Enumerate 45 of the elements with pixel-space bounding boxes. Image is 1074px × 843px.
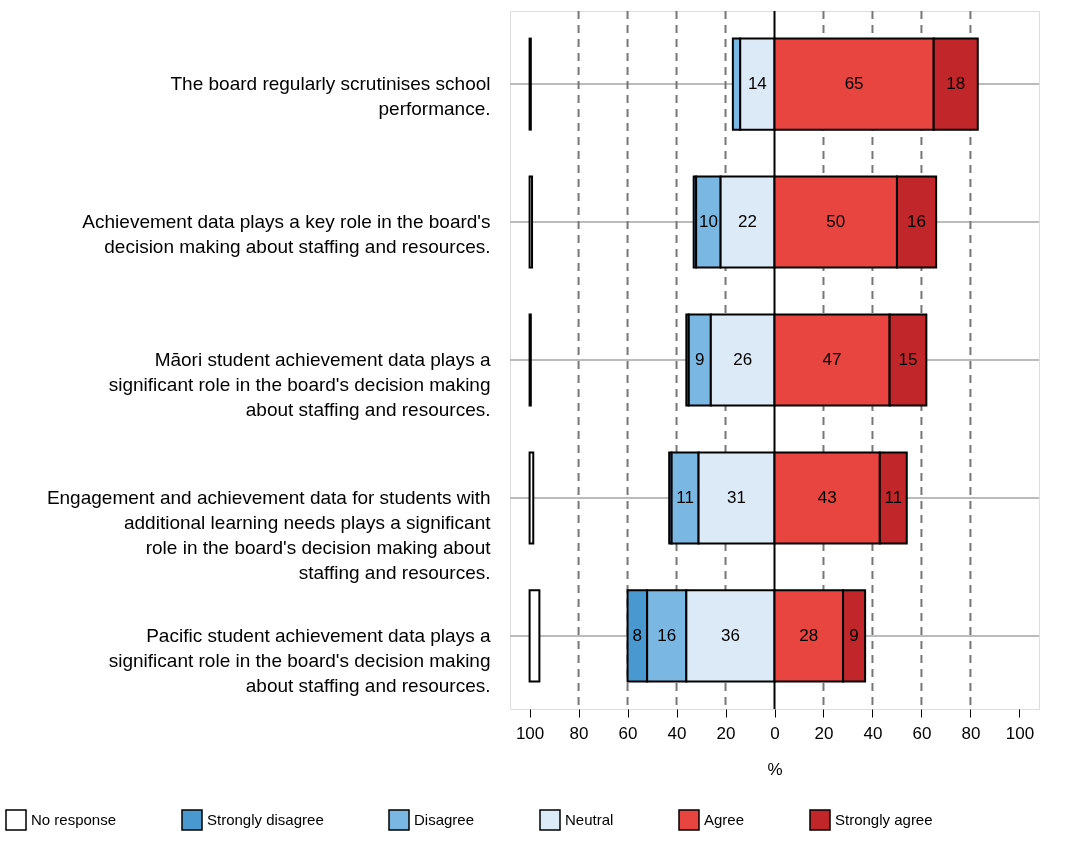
x-tick-label: 0 — [770, 723, 780, 743]
x-tick-label: 40 — [667, 723, 687, 743]
data-label: 65 — [844, 74, 864, 94]
y-tick-label: Pacific student achievement data plays a significant role in the board's decision making about staffing and resources. — [108, 624, 491, 696]
legend-label: Agree — [704, 811, 745, 828]
data-label: 14 — [747, 74, 767, 94]
data-label: 9 — [849, 625, 859, 645]
data-label: 8 — [632, 625, 643, 645]
data-label: 31 — [727, 487, 746, 507]
x-tick-label: 80 — [569, 723, 589, 743]
data-label: 22 — [738, 212, 758, 232]
data-label: 18 — [946, 74, 966, 94]
bar — [528, 589, 541, 683]
legend-label: Neutral — [565, 811, 614, 828]
legend-label: No response — [31, 811, 117, 828]
x-tick-label: 20 — [716, 723, 736, 743]
y-tick-label: Engagement and achievement data for students with additional learning needs plays a significant role in the board's decision making about staffing and resources. — [46, 486, 492, 583]
data-label: 10 — [698, 212, 718, 232]
x-tick-label: 60 — [618, 723, 638, 743]
data-label: 50 — [826, 212, 846, 232]
data-label: 11 — [884, 487, 903, 507]
data-label: 11 — [676, 487, 694, 507]
legend-label: Strongly agree — [835, 811, 933, 828]
data-label: 28 — [799, 625, 819, 645]
x-tick-label: 80 — [961, 723, 981, 743]
data-label: 36 — [720, 625, 740, 645]
y-tick-label: Achievement data plays a key role in the board's decision making about staffing and resources. — [82, 211, 491, 258]
y-tick-label: The board regularly scrutinises school performance. — [170, 73, 491, 120]
legend-label: Strongly disagree — [207, 811, 324, 828]
x-tick-label: 100 — [515, 723, 545, 743]
data-label: 16 — [657, 625, 677, 645]
x-tick-label: 100 — [1005, 723, 1035, 743]
data-label: 9 — [695, 350, 705, 369]
x-tick-label: 20 — [814, 723, 834, 743]
x-tick-label: 40 — [863, 723, 883, 743]
data-label: 43 — [817, 487, 837, 507]
bar — [528, 175, 534, 269]
x-axis-title: % — [767, 759, 783, 779]
x-tick-label: 60 — [912, 723, 932, 743]
data-label: 15 — [898, 350, 918, 369]
data-label: 26 — [733, 350, 753, 369]
y-tick-label: Māori student achievement data plays a significant role in the board's decision making about staffing and resources. — [108, 349, 491, 420]
legend-label: Disagree — [414, 811, 475, 828]
data-label: 16 — [907, 212, 927, 232]
data-label: 47 — [822, 350, 842, 369]
